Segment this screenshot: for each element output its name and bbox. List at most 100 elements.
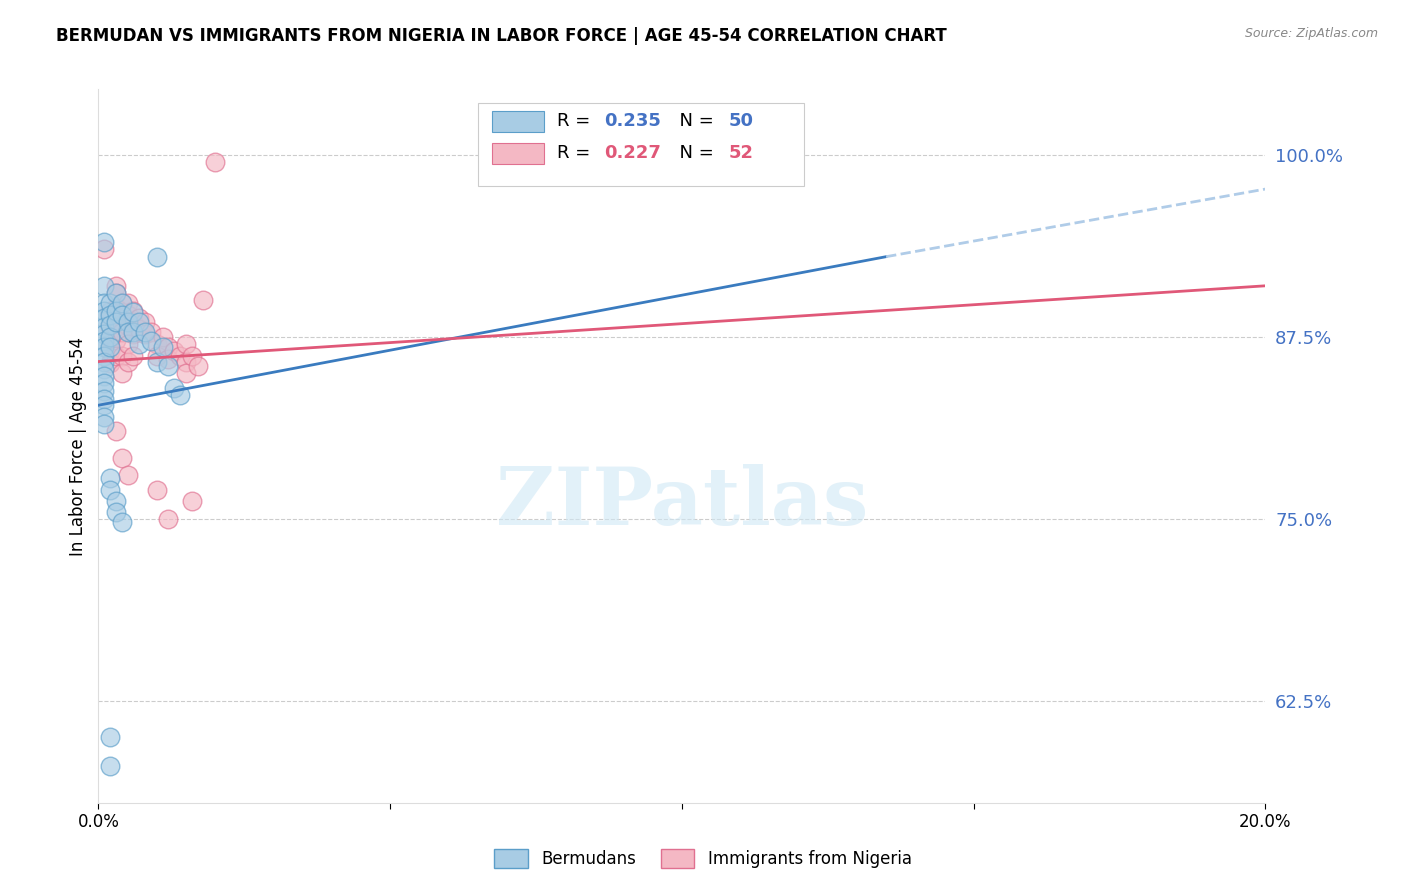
Point	[174, 366, 197, 380]
Point	[111, 305, 134, 319]
Point	[93, 319, 115, 334]
Y-axis label: In Labor Force | Age 45-54: In Labor Force | Age 45-54	[69, 336, 87, 556]
Point	[134, 315, 156, 329]
Point	[122, 305, 145, 319]
Point	[93, 354, 115, 368]
Point	[93, 334, 115, 348]
Point	[122, 303, 145, 318]
Point	[104, 349, 127, 363]
Point	[93, 417, 115, 432]
Point	[111, 326, 134, 340]
Point	[98, 296, 121, 310]
Point	[157, 512, 180, 526]
Point	[163, 344, 186, 359]
Point	[111, 366, 134, 380]
Point	[134, 326, 156, 340]
Point	[93, 369, 115, 384]
Point	[146, 337, 169, 351]
Point	[93, 310, 115, 325]
Point	[157, 340, 180, 354]
Point	[98, 318, 121, 332]
Point	[169, 349, 191, 363]
Point	[93, 384, 115, 398]
Point	[104, 425, 127, 439]
Point	[174, 354, 197, 368]
FancyBboxPatch shape	[478, 103, 804, 186]
Point	[98, 331, 121, 345]
Point	[139, 326, 162, 340]
Point	[104, 278, 127, 293]
Point	[93, 409, 115, 424]
Point	[204, 155, 226, 169]
Point	[93, 235, 115, 249]
Point	[98, 340, 121, 354]
Point	[104, 286, 127, 301]
Point	[111, 296, 134, 310]
Point	[122, 315, 145, 329]
Text: N =: N =	[668, 145, 720, 162]
Point	[163, 381, 186, 395]
Point	[152, 330, 174, 344]
Point	[122, 349, 145, 363]
Point	[111, 308, 134, 322]
Point	[128, 337, 150, 351]
Point	[104, 494, 127, 508]
Point	[104, 333, 127, 347]
Point	[187, 359, 209, 373]
Point	[152, 340, 174, 354]
Point	[117, 308, 139, 322]
Point	[111, 310, 134, 325]
Point	[146, 354, 169, 368]
Text: R =: R =	[557, 145, 596, 162]
Point	[117, 315, 139, 329]
Point	[117, 468, 139, 483]
Point	[93, 376, 115, 391]
Point	[146, 483, 169, 497]
Text: R =: R =	[557, 112, 596, 130]
Text: BERMUDAN VS IMMIGRANTS FROM NIGERIA IN LABOR FORCE | AGE 45-54 CORRELATION CHART: BERMUDAN VS IMMIGRANTS FROM NIGERIA IN L…	[56, 27, 948, 45]
Point	[98, 356, 121, 370]
Point	[117, 296, 139, 310]
Point	[117, 354, 139, 368]
Point	[122, 326, 145, 341]
Point	[93, 278, 115, 293]
Point	[193, 293, 215, 308]
Text: ZIPatlas: ZIPatlas	[496, 464, 868, 542]
Point	[117, 326, 139, 340]
FancyBboxPatch shape	[492, 143, 544, 164]
Point	[117, 319, 139, 334]
Point	[98, 471, 121, 485]
Point	[174, 337, 197, 351]
Point	[98, 330, 121, 344]
Point	[93, 361, 115, 376]
Point	[98, 731, 121, 745]
Text: 52: 52	[728, 145, 754, 162]
Point	[93, 296, 115, 310]
Point	[104, 319, 127, 334]
Point	[104, 303, 127, 318]
Point	[93, 303, 115, 318]
Point	[104, 504, 127, 518]
Text: 0.235: 0.235	[603, 112, 661, 130]
Point	[117, 337, 139, 351]
Point	[128, 315, 150, 329]
Point	[146, 250, 169, 264]
Point	[128, 310, 150, 325]
Point	[134, 326, 156, 341]
Point	[111, 349, 134, 363]
Point	[157, 359, 180, 373]
Point	[93, 398, 115, 412]
Point	[93, 340, 115, 354]
FancyBboxPatch shape	[492, 111, 544, 132]
Point	[93, 349, 115, 363]
Point	[98, 344, 121, 359]
Point	[98, 303, 121, 318]
Point	[104, 301, 127, 315]
Point	[98, 483, 121, 497]
Point	[157, 351, 180, 366]
Point	[111, 515, 134, 529]
Point	[104, 315, 127, 329]
Point	[98, 759, 121, 773]
Point	[180, 349, 202, 363]
Point	[93, 243, 115, 257]
